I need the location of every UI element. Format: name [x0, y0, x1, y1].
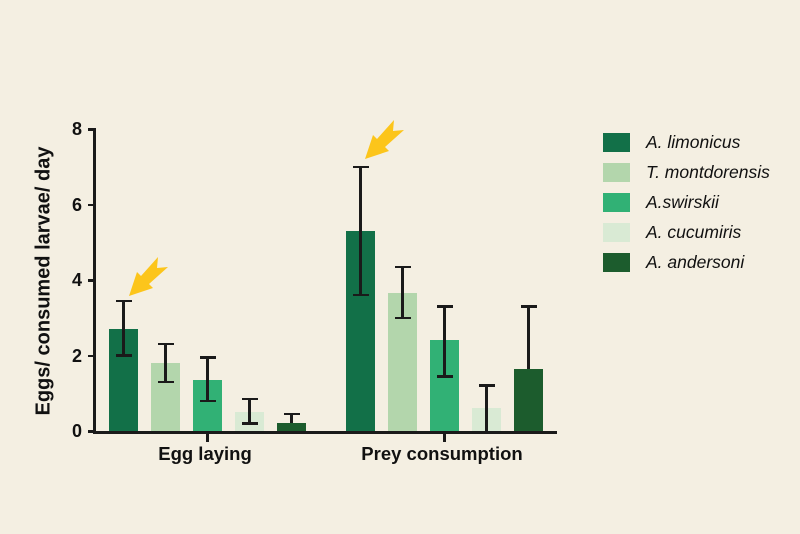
error-bar-prey-consumption-a-limonicus: [359, 166, 362, 296]
error-cap-bottom: [157, 380, 174, 384]
error-cap-top: [436, 305, 453, 308]
error-cap-top: [352, 165, 369, 168]
error-cap-top: [520, 305, 537, 308]
error-cap-top: [199, 356, 216, 359]
error-cap-bottom: [115, 354, 132, 357]
y-axis-tick: [88, 128, 96, 131]
bar-egg-laying-a-andersoni: [277, 422, 306, 431]
plot-area: 0 2 4 6 8: [72, 119, 557, 442]
error-bar-egg-laying-a-andersoni: [290, 414, 293, 423]
highlight-arrow-icon: [365, 120, 404, 159]
y-tick-label: 4: [71, 270, 82, 290]
x-category-label-prey-consumption: Prey consumption: [361, 443, 523, 464]
legend-item: A. limonicus: [603, 132, 770, 152]
error-cap-top: [241, 397, 258, 401]
error-cap-bottom: [199, 399, 216, 403]
error-cap-top: [283, 412, 300, 416]
error-cap-top: [478, 384, 495, 387]
y-tick-label: 0: [71, 421, 82, 441]
y-tick-label: 6: [71, 194, 82, 215]
x-axis-tick-egg-laying: [206, 434, 209, 442]
y-axis-tick: [88, 430, 96, 433]
error-bar-egg-laying-a-cucumiris: [248, 398, 251, 424]
legend-item: A. cucumiris: [603, 222, 770, 242]
error-cap-top: [157, 342, 174, 346]
legend-swatch-a-swirskii: [603, 193, 630, 212]
error-bar-prey-consumption-t-montdorensis: [401, 266, 404, 318]
legend-label: A. andersoni: [646, 252, 745, 272]
legend-item: A.swirskii: [603, 192, 770, 212]
legend-swatch-t-montdorensis: [603, 163, 630, 182]
error-cap-bottom: [241, 422, 258, 425]
y-tick-label: 2: [71, 345, 82, 366]
y-axis-tick: [88, 354, 96, 357]
legend-swatch-a-cucumiris: [603, 223, 630, 242]
legend-swatch-a-andersoni: [603, 253, 630, 272]
x-axis-tick-prey-consumption: [443, 434, 446, 442]
y-axis-tick: [88, 279, 96, 282]
error-bar-egg-laying-t-montdorensis: [164, 344, 167, 382]
legend-label: A. limonicus: [646, 132, 741, 152]
error-bar-prey-consumption-a-cucumiris: [485, 385, 488, 431]
legend-swatch-a-limonicus: [603, 133, 630, 152]
legend-label: T. montdorensis: [646, 162, 770, 182]
legend-item: A. andersoni: [603, 252, 770, 272]
legend: A. limonicus T. montdorensis A.swirskii …: [603, 132, 770, 283]
error-cap-top: [394, 265, 411, 269]
legend-label: A. cucumiris: [646, 222, 742, 242]
error-bar-prey-consumption-a-swirskii: [443, 306, 446, 377]
error-bar-egg-laying-a-swirskii: [206, 357, 209, 401]
error-cap-top: [115, 299, 132, 303]
error-bar-prey-consumption-a-andersoni: [527, 306, 530, 369]
error-cap-bottom: [352, 293, 369, 297]
highlight-arrow-icon: [129, 257, 168, 296]
y-tick-label: 8: [71, 119, 82, 139]
y-axis-tick: [88, 203, 96, 206]
error-bar-egg-laying-a-limonicus: [122, 300, 125, 356]
error-cap-bottom: [394, 316, 411, 319]
legend-label: A.swirskii: [646, 192, 719, 212]
bar-prey-consumption-a-andersoni: [514, 368, 543, 431]
error-cap-bottom: [436, 375, 453, 378]
legend-item: T. montdorensis: [603, 162, 770, 182]
x-category-label-egg-laying: Egg laying: [158, 443, 252, 464]
